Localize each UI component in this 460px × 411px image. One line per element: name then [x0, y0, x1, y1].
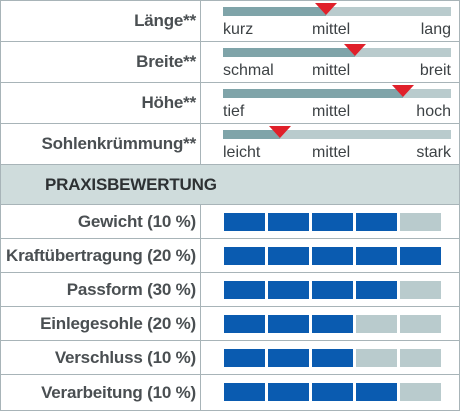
rating-segment-filled — [312, 213, 353, 231]
scale-min-label: tief — [223, 103, 245, 120]
rating-label: Verarbeitung (10 %) — [1, 375, 201, 410]
scale-label: Breite** — [1, 42, 201, 82]
rating-segment-filled — [268, 349, 309, 367]
rating-segment-filled — [268, 281, 309, 299]
rating-row-verarbeitung: Verarbeitung (10 %) — [1, 375, 459, 410]
scale-max-label: lang — [420, 21, 451, 38]
rating-segment-filled — [268, 213, 309, 231]
rating-segment-filled — [400, 247, 441, 265]
rating-bar — [224, 383, 443, 401]
scale-min-label: kurz — [223, 21, 254, 38]
scale-track — [223, 126, 451, 139]
scale-fill — [223, 89, 404, 98]
scale-track — [223, 3, 451, 16]
rating-segment-empty — [400, 349, 441, 367]
rating-segment-filled — [268, 315, 309, 333]
scale-marker-icon — [269, 126, 291, 138]
scale-label: Höhe** — [1, 83, 201, 123]
scale-fill — [223, 7, 326, 16]
rating-row-passform: Passform (30 %) — [1, 273, 459, 307]
scale-label: Länge** — [1, 1, 201, 41]
rating-label: Einlegesohle (20 %) — [1, 307, 201, 340]
scale-min-label: schmal — [223, 62, 274, 79]
scale-track — [223, 44, 451, 57]
scale-fill — [223, 48, 356, 57]
rating-bar — [224, 247, 443, 265]
scale-track — [223, 85, 451, 98]
scale-marker-icon — [344, 44, 367, 56]
rating-segment-filled — [224, 315, 265, 333]
scale-mid-label: mittel — [312, 21, 351, 38]
scale-max-label: stark — [416, 144, 451, 161]
rating-segment-empty — [356, 315, 397, 333]
rating-row-verschluss: Verschluss (10 %) — [1, 341, 459, 375]
scale-row-laenge: Länge** kurz mittel lang — [1, 1, 459, 42]
scale-marker-icon — [392, 85, 415, 97]
rating-label: Kraftübertragung (20 %) — [1, 239, 201, 272]
rating-segment-filled — [312, 247, 353, 265]
rating-segment-empty — [400, 213, 441, 231]
scale-fill — [223, 130, 280, 139]
scale-min-label: leicht — [223, 144, 261, 161]
scale-label: Sohlenkrümmung** — [1, 124, 201, 164]
rating-segment-filled — [312, 315, 353, 333]
section-title: PRAXISBEWERTUNG — [45, 175, 217, 194]
rating-bar — [224, 315, 443, 333]
rating-segment-filled — [224, 383, 265, 401]
rating-bar — [224, 213, 443, 231]
rating-segment-filled — [268, 247, 309, 265]
rating-label: Passform (30 %) — [1, 273, 201, 306]
rating-bar — [224, 281, 443, 299]
rating-segment-filled — [312, 349, 353, 367]
rating-segment-filled — [312, 383, 353, 401]
rating-segment-empty — [400, 281, 441, 299]
rating-label: Gewicht (10 %) — [1, 205, 201, 238]
rating-segment-filled — [356, 247, 397, 265]
scale-marker-icon — [314, 3, 337, 15]
rating-row-einlegesohle: Einlegesohle (20 %) — [1, 307, 459, 341]
section-header: PRAXISBEWERTUNG — [1, 165, 459, 205]
rating-segment-filled — [224, 281, 265, 299]
rating-segment-filled — [356, 213, 397, 231]
rating-segment-filled — [356, 281, 397, 299]
rating-segment-empty — [356, 349, 397, 367]
rating-segment-filled — [312, 281, 353, 299]
scale-row-sohlenkruemmung: Sohlenkrümmung** leicht mittel stark — [1, 124, 459, 165]
rating-segment-empty — [400, 315, 441, 333]
rating-segment-filled — [356, 383, 397, 401]
rating-segment-empty — [400, 383, 441, 401]
scale-row-hoehe: Höhe** tief mittel hoch — [1, 83, 459, 124]
rating-segment-filled — [268, 383, 309, 401]
rating-bar — [224, 349, 443, 367]
scale-mid-label: mittel — [312, 144, 351, 161]
rating-row-gewicht: Gewicht (10 %) — [1, 205, 459, 239]
scale-mid-label: mittel — [312, 62, 351, 79]
rating-label: Verschluss (10 %) — [1, 341, 201, 374]
scale-max-label: breit — [419, 62, 451, 79]
rating-segment-filled — [224, 213, 265, 231]
scale-mid-label: mittel — [312, 103, 351, 120]
scale-max-label: hoch — [416, 103, 451, 120]
rating-segment-filled — [224, 247, 265, 265]
rating-row-kraftuebertragung: Kraftübertragung (20 %) — [1, 239, 459, 273]
rating-segment-filled — [224, 349, 265, 367]
scale-row-breite: Breite** schmal mittel breit — [1, 42, 459, 83]
